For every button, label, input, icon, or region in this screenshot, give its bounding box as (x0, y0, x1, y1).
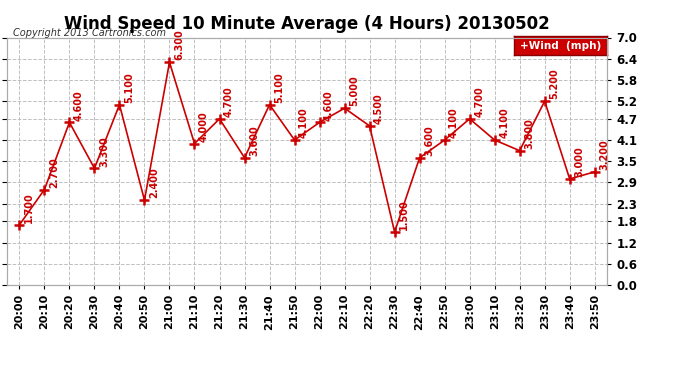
Text: 4.100: 4.100 (499, 108, 509, 138)
Text: 2.400: 2.400 (149, 168, 159, 198)
Text: 4.700: 4.700 (224, 86, 234, 117)
Text: 5.100: 5.100 (274, 72, 284, 103)
Text: 4.500: 4.500 (374, 93, 384, 124)
Text: 5.100: 5.100 (124, 72, 134, 103)
Text: 2.700: 2.700 (49, 157, 59, 188)
Text: 3.300: 3.300 (99, 136, 109, 166)
Text: 4.600: 4.600 (324, 90, 334, 121)
Text: 4.600: 4.600 (74, 90, 84, 121)
Text: 4.100: 4.100 (449, 108, 459, 138)
Text: 3.600: 3.600 (249, 125, 259, 156)
Text: Copyright 2013 Cartronics.com: Copyright 2013 Cartronics.com (13, 28, 166, 38)
Text: 4.700: 4.700 (474, 86, 484, 117)
Text: 3.800: 3.800 (524, 118, 534, 149)
Text: 4.100: 4.100 (299, 108, 309, 138)
Text: 3.200: 3.200 (599, 140, 609, 170)
Text: 6.300: 6.300 (174, 30, 184, 60)
Text: 1.700: 1.700 (24, 192, 34, 223)
Text: 5.200: 5.200 (549, 69, 559, 99)
Text: 3.000: 3.000 (574, 146, 584, 177)
Text: 3.600: 3.600 (424, 125, 434, 156)
Text: 4.000: 4.000 (199, 111, 209, 142)
Title: Wind Speed 10 Minute Average (4 Hours) 20130502: Wind Speed 10 Minute Average (4 Hours) 2… (64, 15, 550, 33)
Text: 1.500: 1.500 (399, 200, 409, 230)
Text: 5.000: 5.000 (349, 76, 359, 106)
